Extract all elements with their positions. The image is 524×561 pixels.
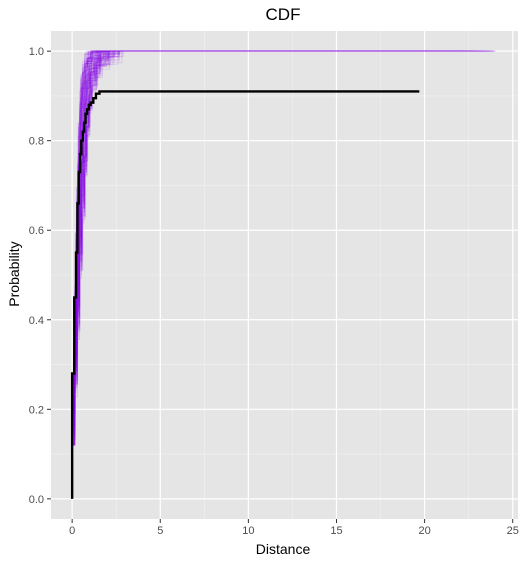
simulated-cdf-line: [72, 50, 410, 435]
x-tick-label: 0: [69, 525, 75, 537]
simulated-cdf-line: [72, 50, 421, 446]
simulated-cdf-line: [72, 50, 417, 429]
x-axis: 0 5 10 15 20 25: [69, 519, 519, 537]
simulated-cdf-line: [72, 50, 471, 446]
y-tick-label: 0.8: [29, 136, 44, 148]
simulated-cdf-line: [72, 50, 461, 392]
simulated-cdf-line: [72, 50, 444, 438]
simulated-cdf-line: [72, 50, 493, 446]
x-tick-label: 20: [418, 525, 430, 537]
simulated-cdf-line: [72, 50, 394, 387]
simulated-cdf-line: [72, 50, 399, 400]
simulated-cdf-line: [72, 50, 495, 431]
simulated-cdf-line: [72, 50, 410, 399]
simulated-cdf-line: [72, 50, 456, 407]
simulated-cdf-line: [72, 50, 428, 404]
minor-gridlines: [51, 31, 518, 519]
simulated-cdf-line: [72, 50, 478, 411]
simulated-cdf-line: [72, 50, 470, 445]
simulated-cdf-line: [72, 50, 474, 421]
x-tick-label: 25: [507, 525, 519, 537]
simulated-cdf-line: [72, 50, 495, 380]
simulated-cdf-line: [72, 50, 491, 418]
simulated-cdf-line: [72, 50, 411, 446]
simulated-cdf-line: [72, 50, 443, 443]
simulated-cdf-line: [72, 50, 422, 419]
simulated-cdf-line: [72, 50, 406, 437]
simulated-cdf-line: [72, 50, 433, 389]
chart-title: CDF: [266, 5, 301, 24]
y-tick-label: 1.0: [29, 46, 44, 58]
simulated-cdf-line: [72, 50, 433, 446]
y-tick-label: 0.4: [29, 315, 44, 327]
simulated-cdf-line: [72, 50, 452, 440]
simulated-cdf-line: [72, 50, 454, 412]
simulated-cdf-line: [72, 50, 400, 424]
y-axis: 0.0 0.2 0.4 0.6 0.8 1.0: [29, 46, 51, 506]
observed-cdf-line-path: [70, 90, 420, 499]
simulated-cdf-line: [72, 50, 478, 426]
simulated-cdf-line: [72, 50, 448, 446]
y-tick-label: 0.6: [29, 225, 44, 237]
simulated-cdf-line: [72, 50, 476, 388]
simulated-cdf-line: [72, 50, 427, 446]
simulated-cdf-line: [72, 50, 453, 426]
simulated-cdf-line: [72, 50, 413, 402]
simulated-cdf-line: [72, 50, 439, 425]
simulated-cdf-line: [72, 50, 391, 407]
x-tick-label: 5: [157, 525, 163, 537]
simulated-cdf-line: [72, 50, 404, 414]
x-tick-label: 10: [242, 525, 254, 537]
simulated-cdf-line: [72, 50, 440, 446]
simulated-cdf-line: [72, 50, 455, 393]
simulated-cdf-line: [72, 50, 488, 400]
simulated-cdf-line: [72, 50, 481, 445]
x-tick-label: 15: [330, 525, 342, 537]
simulated-cdf-line: [72, 50, 495, 416]
y-axis-title: Probability: [6, 241, 22, 306]
observed-cdf-line: [70, 90, 420, 499]
y-tick-label: 0.0: [29, 494, 44, 506]
simulated-cdf-line: [72, 50, 433, 418]
simulated-cdf-line: [72, 50, 394, 416]
y-tick-label: 0.2: [29, 404, 44, 416]
x-axis-title: Distance: [256, 541, 311, 557]
simulated-cdf-line: [72, 50, 459, 426]
simulated-cdf-line: [72, 50, 482, 438]
